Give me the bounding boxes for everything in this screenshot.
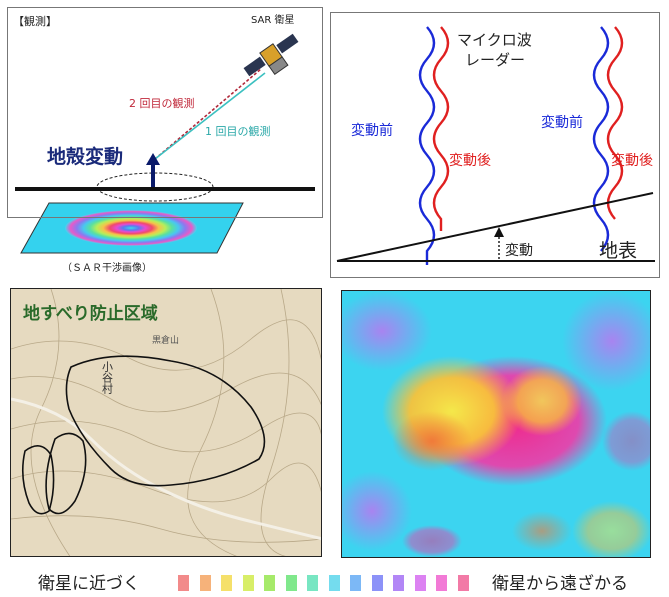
slope-line [336,192,654,262]
after-label-right: 変動後 [611,152,653,169]
second-observation-label: 2 回目の観測 [129,96,195,110]
recede-label: 衛星から遠ざかる [492,574,628,594]
interferogram-rendering [342,291,650,557]
first-observation-beam [154,72,266,160]
after-label-left: 変動後 [449,152,491,169]
radar-wave-panel: マイクロ波 レーダー 変動前 変動後 変動前 変動後 変動 地表 [330,12,660,278]
wave-before-left [418,26,436,265]
sar-observation-panel: 【観測】 SAR 衛星 2 回目の観測 1 回目の観測 地殻変動 [7,7,323,278]
color-swatch [199,575,211,591]
approach-label: 衛星に近づく [38,574,140,594]
color-swatch [221,575,232,591]
noise-patches [342,291,650,557]
before-label-left: 変動前 [351,122,393,139]
color-swatch [328,575,340,591]
color-swatch [242,575,254,591]
observation-tag: 【観測】 [13,14,57,28]
contour-lines [11,289,321,556]
color-swatch [350,575,361,591]
deformation-signal [382,356,607,486]
wave-before-right [592,26,610,252]
prevention-area-boundary-main [65,355,266,487]
color-swatch [457,575,469,591]
prevention-area-boundary-left [21,445,55,515]
map-title: 地すべり防止区域 [23,303,158,324]
interferogram-plane [20,202,244,254]
movement-arrowhead [494,227,504,237]
before-label-right: 変動前 [541,114,583,131]
uplift-arrowhead [146,153,160,165]
interferogram-image [341,290,651,558]
mountain-label: 黒倉山 [152,334,179,346]
microwave-label: マイクロ波 [457,31,532,49]
color-swatch [414,575,426,591]
color-swatch [307,575,318,591]
color-scale-legend: 衛星に近づく 衛星から遠ざかる [0,565,669,597]
topographic-map: 地すべり防止区域 黒倉山 小谷村 [11,289,321,556]
first-observation-label: 1 回目の観測 [205,124,271,138]
wave-after-left [432,26,450,231]
landslide-area-map: 地すべり防止区域 黒倉山 小谷村 [10,288,322,557]
satellite-icon [243,33,299,77]
wave-after-right [606,26,624,220]
color-swatch [178,575,189,591]
second-observation-beam [154,68,262,160]
observation-frame [7,7,323,218]
ground-surface-label: 地表 [599,240,637,262]
color-swatch [436,575,447,591]
radar-label: レーダー [465,51,525,69]
prevention-area-boundary-middle [45,432,87,515]
color-swatch [371,575,383,591]
deformation-label: 地殻変動 [47,145,123,168]
color-swatch [264,575,275,591]
color-swatch [393,575,404,591]
village-label: 小谷村 [101,361,114,394]
movement-label: 変動 [505,242,533,259]
color-swatch [285,575,297,591]
satellite-label: SAR 衛星 [251,13,295,26]
interferogram-caption: （ＳＡＲ干渉画像） [62,261,152,274]
road [11,397,321,541]
radar-wave-diagram: マイクロ波 レーダー 変動前 変動後 変動前 変動後 変動 地表 [336,26,655,265]
sar-observation-diagram: 【観測】 SAR 衛星 2 回目の観測 1 回目の観測 地殻変動 [13,13,315,274]
